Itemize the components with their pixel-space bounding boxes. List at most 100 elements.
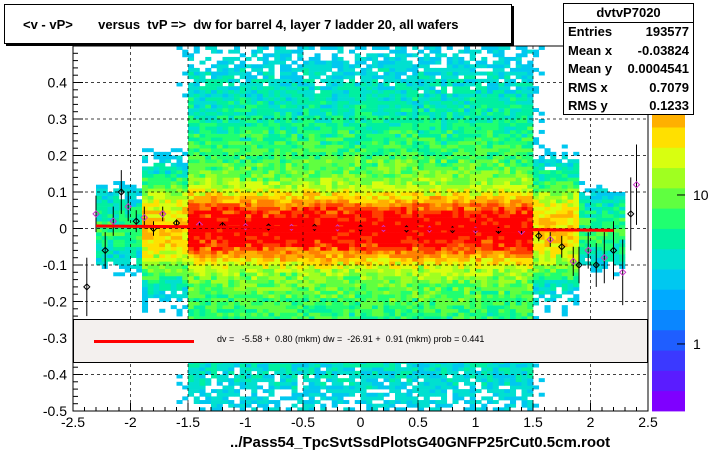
heatmap-cell bbox=[228, 188, 235, 193]
heatmap-cell bbox=[251, 192, 258, 196]
heatmap-cell bbox=[343, 151, 350, 156]
heatmap-cell bbox=[251, 108, 258, 112]
heatmap-cell bbox=[423, 378, 430, 383]
heatmap-cell bbox=[245, 403, 252, 408]
heatmap-cell bbox=[274, 115, 281, 120]
heatmap-cell bbox=[96, 199, 103, 204]
heatmap-cell bbox=[165, 272, 172, 277]
heatmap-cell bbox=[412, 250, 419, 255]
heatmap-cell bbox=[262, 184, 269, 189]
heatmap-cell bbox=[423, 64, 430, 69]
heatmap-cell bbox=[193, 140, 200, 145]
heatmap-cell bbox=[262, 97, 269, 102]
heatmap-cell bbox=[205, 56, 212, 61]
heatmap-cell bbox=[372, 367, 379, 372]
heatmap-cell bbox=[130, 246, 137, 251]
heatmap-cell bbox=[228, 305, 235, 310]
heatmap-cell bbox=[458, 265, 465, 269]
heatmap-cell bbox=[285, 367, 292, 372]
heatmap-cell bbox=[182, 275, 189, 280]
heatmap-cell bbox=[337, 370, 344, 375]
heatmap-cell bbox=[441, 166, 448, 171]
heatmap-cell bbox=[257, 213, 264, 218]
heatmap-cell bbox=[285, 250, 292, 255]
heatmap-cell bbox=[159, 268, 166, 273]
heatmap-cell bbox=[360, 254, 367, 258]
heatmap-cell bbox=[107, 232, 114, 237]
heatmap-cell bbox=[251, 86, 258, 91]
heatmap-cell bbox=[360, 93, 367, 98]
heatmap-cell bbox=[211, 173, 218, 178]
heatmap-cell bbox=[331, 286, 338, 291]
heatmap-cell bbox=[119, 272, 126, 277]
heatmap-cell bbox=[291, 155, 298, 160]
heatmap-cell bbox=[360, 100, 367, 105]
heatmap-cell bbox=[285, 184, 292, 189]
heatmap-cell bbox=[280, 316, 287, 321]
heatmap-cell bbox=[222, 275, 229, 280]
heatmap-cell bbox=[262, 202, 269, 207]
heatmap-cell bbox=[222, 228, 229, 233]
heatmap-cell bbox=[211, 265, 218, 269]
heatmap-cell bbox=[228, 86, 235, 91]
heatmap-cell bbox=[412, 181, 419, 185]
heatmap-cell bbox=[222, 305, 229, 310]
heatmap-cell bbox=[441, 290, 448, 295]
heatmap-cell bbox=[308, 265, 315, 269]
heatmap-cell bbox=[303, 60, 310, 65]
heatmap-cell bbox=[262, 195, 269, 200]
heatmap-cell bbox=[337, 108, 344, 112]
heatmap-cell bbox=[395, 363, 402, 368]
heatmap-cell bbox=[331, 370, 338, 375]
heatmap-cell bbox=[360, 129, 367, 134]
heatmap-cell bbox=[400, 210, 407, 215]
heatmap-cell bbox=[389, 213, 396, 218]
heatmap-cell bbox=[343, 162, 350, 167]
heatmap-cell bbox=[446, 56, 453, 61]
heatmap-cell bbox=[372, 155, 379, 160]
heatmap-cell bbox=[130, 239, 137, 244]
heatmap-cell bbox=[412, 374, 419, 379]
heatmap-cell bbox=[435, 275, 442, 280]
heatmap-cell bbox=[349, 188, 356, 193]
heatmap-cell bbox=[446, 268, 453, 273]
heatmap-cell bbox=[314, 199, 321, 204]
heatmap-cell bbox=[389, 71, 396, 76]
heatmap-cell bbox=[452, 385, 459, 390]
heatmap-cell bbox=[280, 370, 287, 375]
heatmap-cell bbox=[291, 305, 298, 310]
heatmap-cell bbox=[418, 188, 425, 193]
heatmap-cell bbox=[314, 108, 321, 112]
heatmap-cell bbox=[188, 166, 195, 171]
heatmap-cell bbox=[314, 297, 321, 302]
heatmap-cell bbox=[274, 407, 281, 412]
heatmap-cell bbox=[326, 217, 333, 222]
heatmap-cell bbox=[170, 305, 177, 310]
heatmap-cell bbox=[452, 137, 459, 142]
heatmap-cell bbox=[343, 111, 350, 116]
heatmap-cell bbox=[239, 166, 246, 171]
heatmap-cell bbox=[331, 210, 338, 215]
heatmap-cell bbox=[354, 213, 361, 218]
heatmap-cell bbox=[239, 151, 246, 156]
heatmap-cell bbox=[326, 396, 333, 401]
heatmap-cell bbox=[326, 389, 333, 394]
heatmap-cell bbox=[113, 257, 120, 262]
heatmap-cell bbox=[268, 78, 275, 83]
heatmap-cell bbox=[234, 192, 241, 196]
heatmap-cell bbox=[257, 316, 264, 321]
heatmap-cell bbox=[458, 224, 465, 229]
heatmap-cell bbox=[331, 261, 338, 266]
heatmap-cell bbox=[234, 126, 241, 131]
heatmap-cell bbox=[239, 286, 246, 291]
heatmap-cell bbox=[239, 407, 246, 412]
heatmap-cell bbox=[337, 137, 344, 142]
heatmap-cell bbox=[245, 268, 252, 273]
heatmap-cell bbox=[326, 104, 333, 109]
heatmap-cell bbox=[435, 257, 442, 262]
heatmap-cell bbox=[130, 254, 137, 258]
heatmap-cell bbox=[262, 370, 269, 375]
heatmap-cell bbox=[349, 170, 356, 175]
heatmap-cell bbox=[383, 56, 390, 61]
heatmap-cell bbox=[205, 308, 212, 313]
